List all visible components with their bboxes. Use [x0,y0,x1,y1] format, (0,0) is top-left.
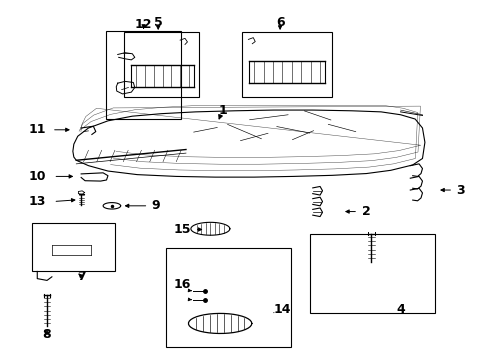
Text: 7: 7 [77,270,85,283]
Bar [310,234,434,313]
Text: 1: 1 [218,104,226,117]
Text: 10: 10 [29,170,46,183]
Text: 5: 5 [154,17,162,30]
Bar [166,248,290,347]
Bar [32,223,115,271]
Bar [105,31,181,119]
Text: 12: 12 [135,18,152,31]
Text: 2: 2 [361,205,369,218]
Text: 3: 3 [456,184,464,197]
Text: 4: 4 [395,303,404,316]
Bar [123,32,198,97]
Text: 11: 11 [29,123,46,136]
Bar [242,32,331,97]
Text: 16: 16 [173,278,191,291]
Text: 9: 9 [152,199,160,212]
Text: 15: 15 [173,223,190,236]
Text: 13: 13 [29,195,46,208]
Text: 14: 14 [273,303,291,316]
Text: 8: 8 [42,328,51,341]
Text: 6: 6 [275,17,284,30]
